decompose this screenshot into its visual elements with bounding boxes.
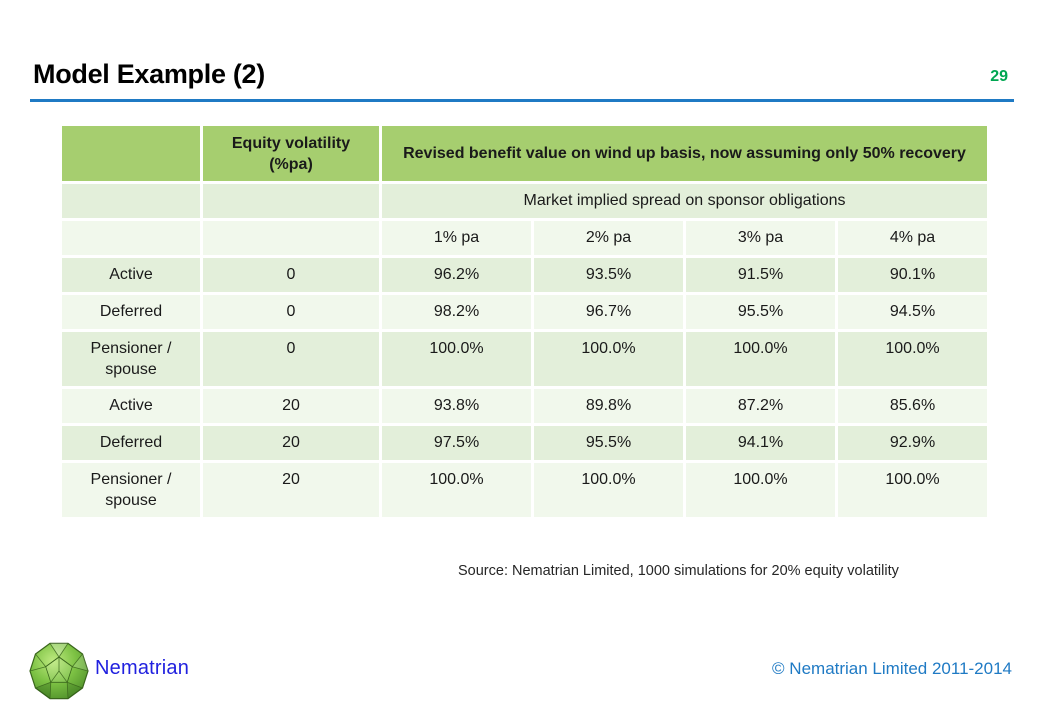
value-cell: 87.2% xyxy=(686,389,835,423)
volatility-cell: 20 xyxy=(203,426,379,460)
value-cell: 100.0% xyxy=(838,463,988,517)
value-cell: 85.6% xyxy=(838,389,988,423)
value-cell: 100.0% xyxy=(382,463,531,517)
value-cell: 96.7% xyxy=(534,295,683,329)
value-cell: 98.2% xyxy=(382,295,531,329)
row-label: Pensioner / spouse xyxy=(62,463,200,517)
volatility-cell: 20 xyxy=(203,463,379,517)
value-cell: 95.5% xyxy=(534,426,683,460)
value-cell: 93.8% xyxy=(382,389,531,423)
table-row: Deferred 0 98.2% 96.7% 95.5% 94.5% xyxy=(62,295,988,329)
empty-cell xyxy=(62,221,200,255)
copyright-text: © Nematrian Limited 2011-2014 xyxy=(772,659,1012,678)
value-cell: 94.1% xyxy=(686,426,835,460)
value-cell: 89.8% xyxy=(534,389,683,423)
volatility-cell: 0 xyxy=(203,332,379,386)
empty-cell xyxy=(203,184,379,218)
value-cell: 94.5% xyxy=(838,295,988,329)
revised-benefit-header-cell: Revised benefit value on wind up basis, … xyxy=(382,126,988,181)
row-label: Deferred xyxy=(62,426,200,460)
value-cell: 100.0% xyxy=(534,332,683,386)
table-row: Active 0 96.2% 93.5% 91.5% 90.1% xyxy=(62,258,988,292)
row-label: Pensioner / spouse xyxy=(62,332,200,386)
row-label: Active xyxy=(62,258,200,292)
value-cell: 91.5% xyxy=(686,258,835,292)
spread-subheader-row: Market implied spread on sponsor obligat… xyxy=(62,184,988,218)
table-row: Deferred 20 97.5% 95.5% 94.1% 92.9% xyxy=(62,426,988,460)
value-cell: 100.0% xyxy=(534,463,683,517)
title-underline-rule xyxy=(30,99,1014,102)
empty-cell xyxy=(62,184,200,218)
table-row: Pensioner / spouse 20 100.0% 100.0% 100.… xyxy=(62,463,988,517)
value-cell: 100.0% xyxy=(838,332,988,386)
volatility-cell: 0 xyxy=(203,295,379,329)
value-cell: 97.5% xyxy=(382,426,531,460)
slide-number: 29 xyxy=(990,68,1008,85)
spread-col-header: 3% pa xyxy=(686,221,835,255)
row-label: Deferred xyxy=(62,295,200,329)
equity-volatility-header-cell: Equity volatility (%pa) xyxy=(203,126,379,181)
brand-wordmark: Nematrian xyxy=(95,657,190,679)
row-label: Active xyxy=(62,389,200,423)
spread-col-header: 4% pa xyxy=(838,221,988,255)
volatility-cell: 0 xyxy=(203,258,379,292)
value-cell: 92.9% xyxy=(838,426,988,460)
table-row: Active 20 93.8% 89.8% 87.2% 85.6% xyxy=(62,389,988,423)
value-cell: 95.5% xyxy=(686,295,835,329)
spread-col-header: 1% pa xyxy=(382,221,531,255)
table-row: Pensioner / spouse 0 100.0% 100.0% 100.0… xyxy=(62,332,988,386)
value-cell: 96.2% xyxy=(382,258,531,292)
spread-columns-row: 1% pa 2% pa 3% pa 4% pa xyxy=(62,221,988,255)
spread-col-header: 2% pa xyxy=(534,221,683,255)
volatility-cell: 20 xyxy=(203,389,379,423)
table-header-row: Equity volatility (%pa) Revised benefit … xyxy=(62,126,988,181)
corner-cell xyxy=(62,126,200,181)
benefit-value-table: Equity volatility (%pa) Revised benefit … xyxy=(59,123,990,520)
value-cell: 100.0% xyxy=(382,332,531,386)
spread-subheader-cell: Market implied spread on sponsor obligat… xyxy=(382,184,988,218)
page-title: Model Example (2) xyxy=(33,59,265,89)
value-cell: 93.5% xyxy=(534,258,683,292)
value-cell: 90.1% xyxy=(838,258,988,292)
value-cell: 100.0% xyxy=(686,332,835,386)
value-cell: 100.0% xyxy=(686,463,835,517)
empty-cell xyxy=(203,221,379,255)
nematrian-logo-icon xyxy=(29,642,89,700)
source-note: Source: Nematrian Limited, 1000 simulati… xyxy=(458,563,899,579)
